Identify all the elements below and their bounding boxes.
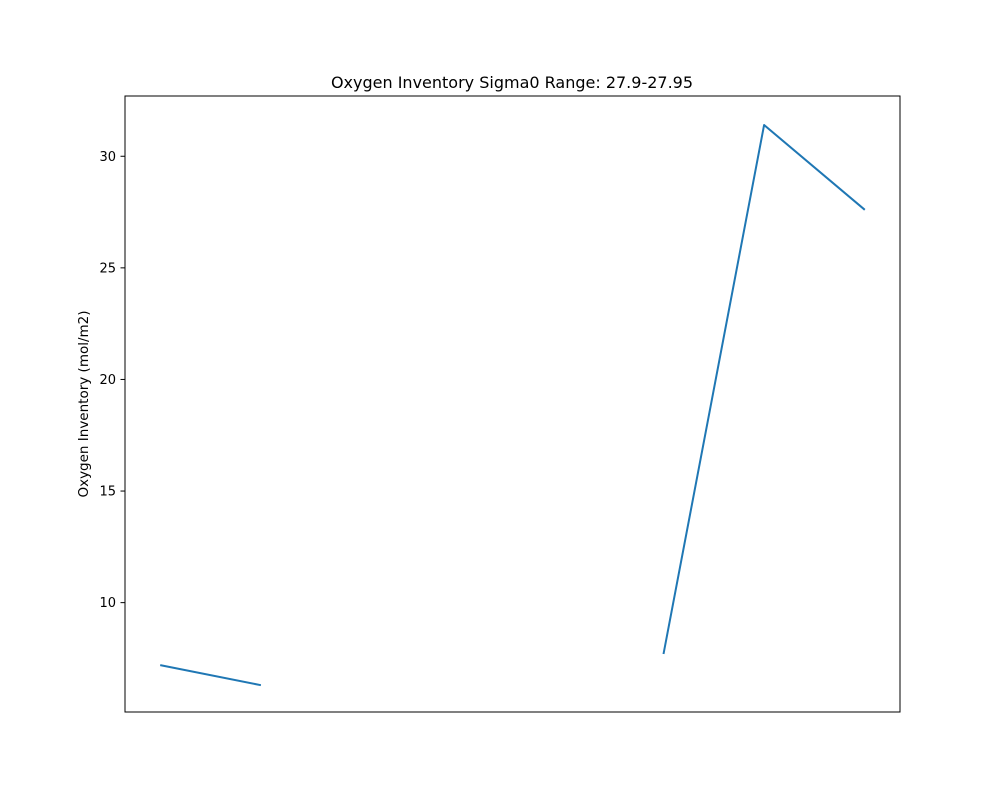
y-axis-label: Oxygen Inventory (mol/m2) (76, 310, 92, 497)
series-layer (160, 124, 866, 687)
chart-title: Oxygen Inventory Sigma0 Range: 27.9-27.9… (331, 73, 693, 92)
y-tick-label: 30 (99, 150, 116, 165)
y-tick-label: 25 (99, 261, 116, 276)
plot-frame (124, 95, 901, 713)
series-line-segment (662, 124, 866, 655)
y-tick-label: 10 (99, 596, 116, 611)
y-tick-label: 20 (99, 373, 116, 388)
y-axis-ticks: 10 15 20 25 30 (99, 150, 125, 611)
series-line-segment (160, 664, 262, 687)
y-tick-label: 15 (99, 485, 116, 500)
